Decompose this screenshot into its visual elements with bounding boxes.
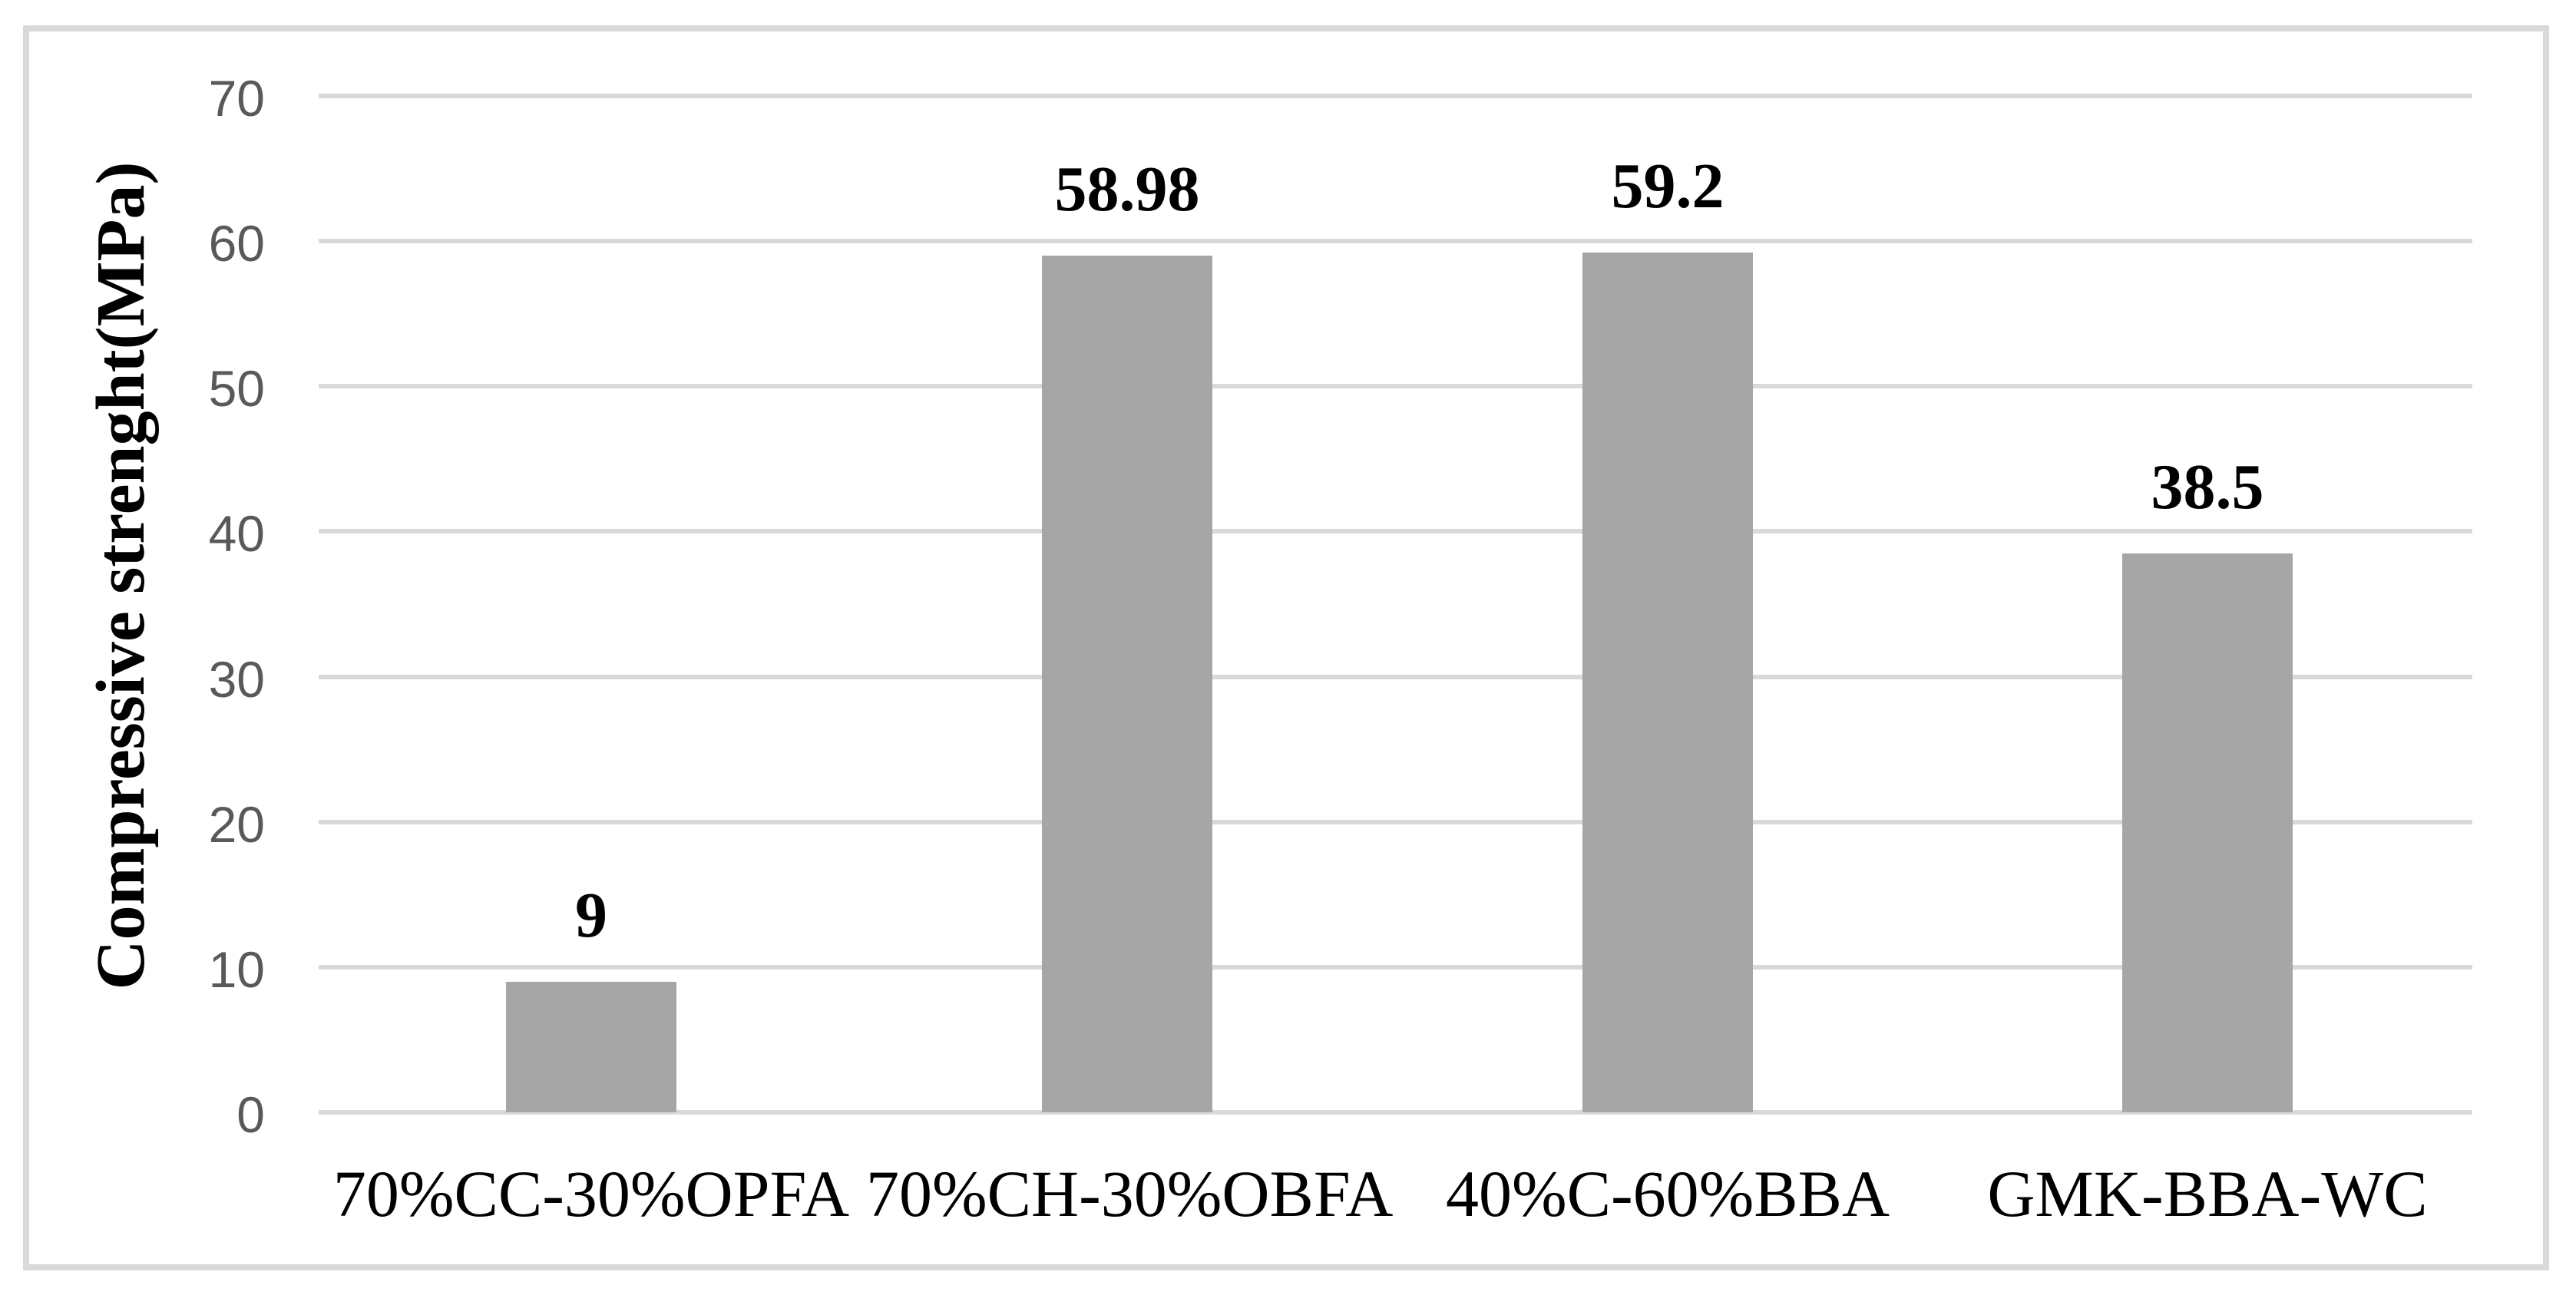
- y-tick-label-20: 20: [208, 795, 265, 853]
- x-category-label: 70%CC-30%OPFA: [332, 1157, 850, 1231]
- y-tick-label-50: 50: [208, 360, 265, 418]
- gridline-y-30: [319, 674, 2472, 679]
- y-tick-label-40: 40: [208, 505, 265, 563]
- bar-value-label: 9: [575, 879, 607, 951]
- y-axis-title: Compressive strenght(MPa): [83, 161, 159, 990]
- x-category-label: 40%C-60%BBA: [1445, 1157, 1890, 1231]
- gridline-y-20: [319, 819, 2472, 824]
- bar-value-label: 38.5: [2151, 451, 2264, 523]
- bar-70%CH-30%OBFA: [1042, 256, 1212, 1112]
- bar-GMK-BBA-WC: [2122, 553, 2293, 1112]
- chart-border-frame: [23, 25, 2549, 1270]
- gridline-y-10: [319, 964, 2472, 970]
- bar-value-label: 58.98: [1054, 154, 1200, 226]
- x-category-label: GMK-BBA-WC: [1987, 1157, 2428, 1231]
- bar-value-label: 59.2: [1611, 150, 1724, 223]
- gridline-y-60: [319, 239, 2472, 244]
- y-tick-label-0: 0: [236, 1086, 265, 1143]
- bar-70%CC-30%OPFA: [506, 981, 676, 1112]
- gridline-y-70: [319, 94, 2472, 98]
- y-tick-label-30: 30: [208, 650, 265, 708]
- gridline-y-40: [319, 529, 2472, 534]
- y-tick-label-10: 10: [208, 940, 265, 998]
- gridline-y-0: [319, 1110, 2472, 1115]
- y-tick-label-70: 70: [208, 70, 265, 127]
- x-category-label: 70%CH-30%OBFA: [866, 1157, 1394, 1231]
- gridline-y-50: [319, 384, 2472, 389]
- bar-40%C-60%BBA: [1582, 253, 1753, 1112]
- y-tick-label-60: 60: [208, 215, 265, 273]
